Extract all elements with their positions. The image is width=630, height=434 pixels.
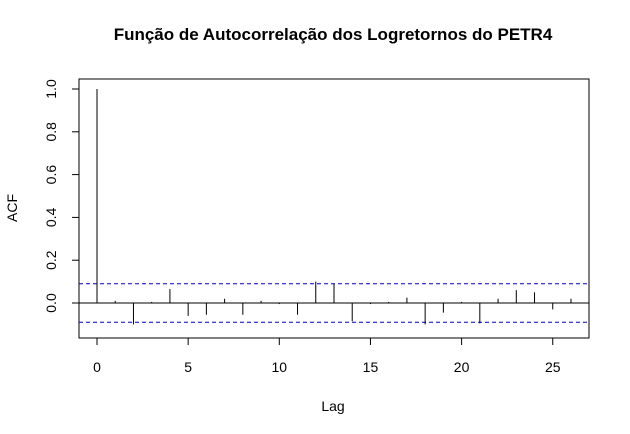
y-axis: 0.0 0.2 0.4 0.6 0.8 1.0 xyxy=(43,79,80,313)
chart-title: Função de Autocorrelação dos Logretornos… xyxy=(114,25,553,44)
x-tick-label: 20 xyxy=(454,359,470,375)
x-tick-label: 25 xyxy=(545,359,561,375)
y-tick-label: 0.4 xyxy=(43,207,59,227)
acf-bars xyxy=(79,89,589,325)
y-tick-label: 0.2 xyxy=(43,250,59,270)
x-tick-label: 0 xyxy=(93,359,101,375)
x-tick-label: 10 xyxy=(272,359,288,375)
y-axis-label: ACF xyxy=(4,194,20,222)
y-tick-label: 1.0 xyxy=(43,79,59,99)
x-axis-label: Lag xyxy=(321,398,344,414)
x-axis: 0 5 10 15 20 25 xyxy=(93,337,561,375)
y-tick-label: 0.0 xyxy=(43,293,59,313)
x-tick-label: 5 xyxy=(184,359,192,375)
x-tick-label: 15 xyxy=(363,359,379,375)
y-tick-label: 0.8 xyxy=(43,122,59,142)
y-tick-label: 0.6 xyxy=(43,165,59,185)
